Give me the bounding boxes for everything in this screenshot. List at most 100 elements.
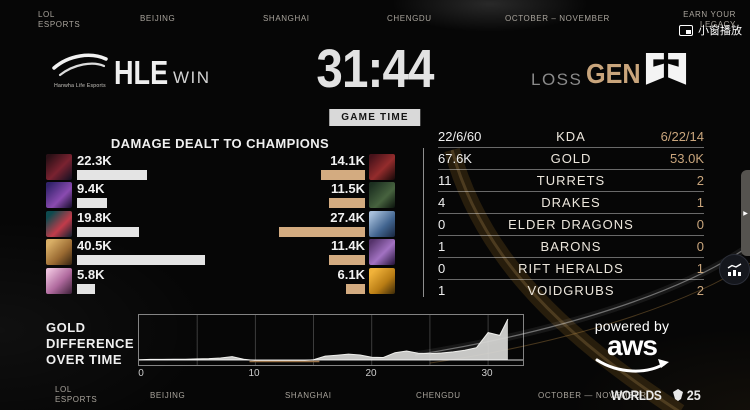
pip-button[interactable]: 小窗播放 xyxy=(679,22,742,38)
damage-row: 22.3K 14.1K xyxy=(46,154,395,180)
x-axis-tick: 10 xyxy=(248,368,260,379)
footer-chengdu: CHENGDU xyxy=(416,391,461,400)
stat-right: 6/22/14 xyxy=(660,129,704,144)
champion-icon xyxy=(46,211,72,237)
topbar-dates: OCTOBER – NOVEMBER xyxy=(505,14,610,23)
gold-diff-chart xyxy=(138,314,524,366)
damage-bar-left xyxy=(77,284,96,294)
table-row: 0 RIFT HERALDS 1 xyxy=(438,258,704,280)
stat-left: 1 xyxy=(438,239,446,254)
aws-badge: powered by aws xyxy=(582,318,682,380)
damage-value-left: 40.5K xyxy=(77,238,112,253)
damage-row: 9.4K 11.5K xyxy=(46,182,395,208)
damage-bar-right xyxy=(345,284,365,294)
stat-left: 0 xyxy=(438,261,446,276)
champion-icon xyxy=(369,154,395,180)
stat-right: 2 xyxy=(696,173,704,188)
damage-value-right: 11.4K xyxy=(331,238,365,253)
champion-icon xyxy=(46,239,72,265)
worlds-logo-text: WORLDS xyxy=(611,387,662,403)
footer-shanghai: SHANGHAI xyxy=(285,391,332,400)
damage-bar-left xyxy=(77,227,140,237)
table-row: 1 VOIDGRUBS 2 xyxy=(438,280,704,301)
gen-shield-icon xyxy=(645,53,687,85)
stat-label: ELDER DRAGONS xyxy=(508,217,634,232)
x-axis-tick: 30 xyxy=(481,368,493,379)
champion-icon xyxy=(369,182,395,208)
stat-left: 0 xyxy=(438,217,446,232)
stat-left: 1 xyxy=(438,283,446,298)
game-time-label: GAME TIME xyxy=(329,109,421,126)
picture-in-picture-icon xyxy=(679,24,693,36)
worlds-25-logo: WORLDS 25 xyxy=(611,387,702,403)
game-timer: 31:44 xyxy=(316,39,434,99)
table-row: 4 DRAKES 1 xyxy=(438,192,704,214)
table-row: 1 BARONS 0 xyxy=(438,236,704,258)
topbar-promo: EARN YOUR LEGACY xyxy=(683,10,736,29)
worlds-logo-year: 25 xyxy=(687,387,702,403)
stats-chart-icon xyxy=(727,262,742,276)
stats-overlay-button[interactable] xyxy=(719,254,750,285)
damage-value-left: 19.8K xyxy=(77,210,112,225)
topbar-shanghai: SHANGHAI xyxy=(263,14,310,23)
gold-diff-area-plot xyxy=(138,315,523,365)
damage-row: 19.8K 27.4K xyxy=(46,211,395,237)
table-row: 67.6K GOLD 53.0K xyxy=(438,148,704,170)
hle-swoosh-icon xyxy=(52,53,108,77)
stat-label: GOLD xyxy=(550,151,592,166)
champion-icon xyxy=(369,239,395,265)
right-team-abbr: GEN xyxy=(586,58,641,89)
hle-team-logo: Hanwha Life Esports xyxy=(50,50,110,90)
stat-label: KDA xyxy=(556,129,586,144)
damage-value-right: 11.5K xyxy=(331,181,365,196)
damage-value-left: 9.4K xyxy=(77,181,105,196)
gold-diff-chart-title: GOLD DIFFERENCE OVER TIME xyxy=(46,320,134,368)
stat-right: 1 xyxy=(696,261,704,276)
stat-right: 2 xyxy=(696,283,704,298)
damage-bar-left xyxy=(77,255,205,265)
pip-label: 小窗播放 xyxy=(698,25,742,37)
champion-icon xyxy=(46,182,72,208)
stat-right: 0 xyxy=(696,239,704,254)
topbar-chengdu: CHENGDU xyxy=(387,14,432,23)
topbar-beijing: BEIJING xyxy=(140,14,176,23)
champion-icon xyxy=(46,154,72,180)
collapsed-panel-handle[interactable]: ▶ xyxy=(741,170,750,256)
stat-label: VOIDGRUBS xyxy=(527,283,615,298)
champion-icon xyxy=(369,268,395,294)
table-row: 11 TURRETS 2 xyxy=(438,170,704,192)
chevron-right-icon: ▶ xyxy=(743,210,748,217)
stat-label: BARONS xyxy=(540,239,602,254)
left-team-abbr: HLE xyxy=(114,54,169,91)
match-stats-table: 22/6/60 KDA 6/22/14 67.6K GOLD 53.0K 11 TURRE… xyxy=(438,126,704,301)
stat-left: 67.6K xyxy=(438,151,472,166)
damage-value-left: 5.8K xyxy=(77,267,105,282)
stat-label: DRAKES xyxy=(541,195,601,210)
stat-right: 53.0K xyxy=(670,151,704,166)
damage-row: 5.8K 6.1K xyxy=(46,268,395,294)
damage-panel-title: DAMAGE DEALT TO CHAMPIONS xyxy=(110,136,330,151)
stat-label: RIFT HERALDS xyxy=(518,261,624,276)
section-divider xyxy=(423,148,424,297)
champion-icon xyxy=(46,268,72,294)
damage-bar-left xyxy=(77,170,148,180)
damage-value-right: 14.1K xyxy=(330,153,365,168)
hle-logo-caption: Hanwha Life Esports xyxy=(54,83,106,89)
damage-bar-right xyxy=(328,198,365,208)
left-team-result: WIN xyxy=(173,68,211,87)
damage-value-left: 22.3K xyxy=(77,153,112,168)
stat-left: 11 xyxy=(438,173,452,188)
footer-lol-esports: LOL ESPORTS xyxy=(55,385,98,404)
aws-logo-text: aws xyxy=(607,330,658,361)
x-axis-tick: 20 xyxy=(365,368,377,379)
damage-bar-right xyxy=(278,227,365,237)
x-axis-tick: 0 xyxy=(138,368,144,379)
damage-value-right: 27.4K xyxy=(330,210,365,225)
damage-bar-left xyxy=(77,198,107,208)
chart-title-line: OVER TIME xyxy=(46,352,123,367)
worlds-crest-icon xyxy=(673,389,684,401)
damage-row: 40.5K 11.4K xyxy=(46,239,395,265)
damage-value-right: 6.1K xyxy=(337,267,365,282)
stat-right: 0 xyxy=(696,217,704,232)
